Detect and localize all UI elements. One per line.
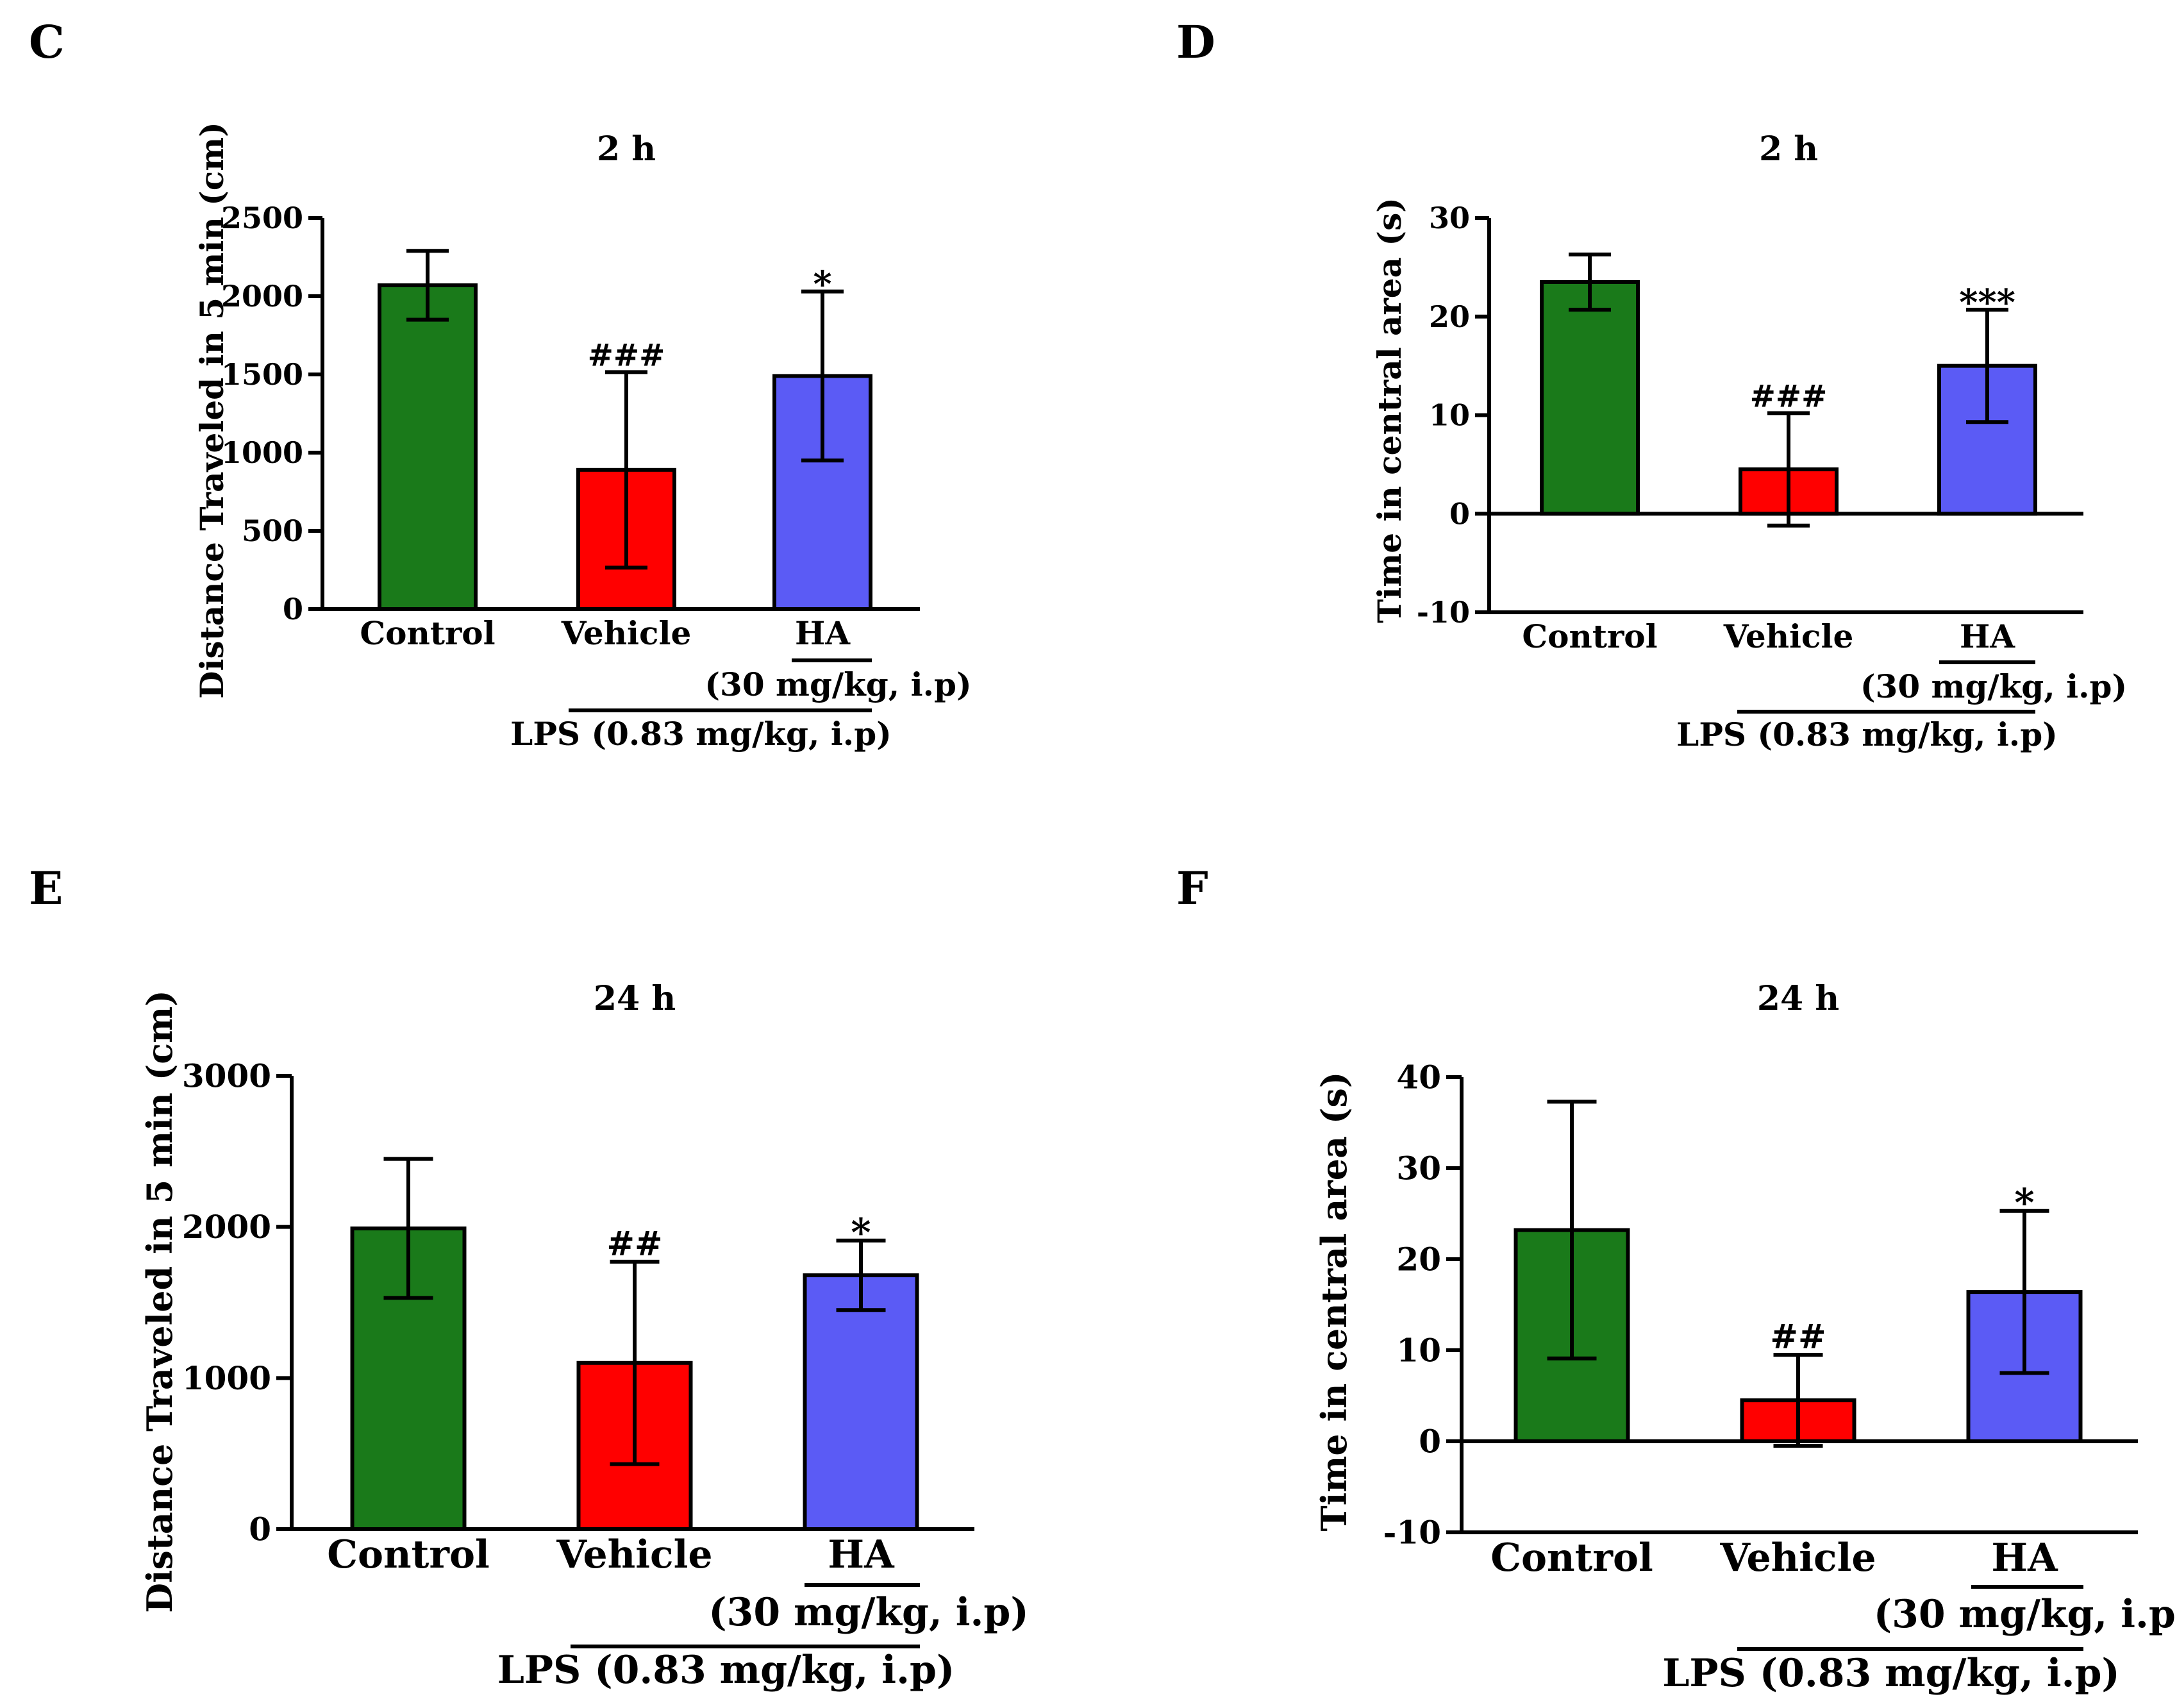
ha-dose-label: (30 mg/kg, i.p): [1874, 1592, 2177, 1637]
y-tick-label: 20: [1429, 299, 1470, 334]
category-label: Vehicle: [1723, 617, 1854, 655]
category-label: Vehicle: [561, 614, 692, 652]
category-label: Control: [360, 614, 495, 652]
ha-dose-label: (30 mg/kg, i.p): [705, 666, 971, 703]
y-tick-label: 2500: [221, 201, 303, 235]
panel-letter: E: [29, 862, 63, 915]
y-axis-label: Time in central area (s): [1314, 1072, 1355, 1532]
bar-ha: [803, 1273, 919, 1531]
y-tick-label: 1000: [182, 1359, 271, 1397]
lps-label: LPS (0.83 mg/kg, i.p): [1676, 716, 2058, 753]
y-tick-label: 0: [1419, 1423, 1441, 1461]
category-label: HA: [1991, 1536, 2058, 1580]
significance-label: ###: [1750, 378, 1828, 414]
y-tick-label: 2000: [221, 279, 303, 314]
y-tick-label: 10: [1429, 398, 1470, 433]
significance-label: ###: [588, 337, 665, 373]
category-label: Control: [1490, 1536, 1653, 1580]
lps-label: LPS (0.83 mg/kg, i.p): [1662, 1651, 2120, 1696]
chart-title: 2 h: [597, 130, 656, 169]
category-label: HA: [795, 614, 851, 652]
chart-title: 2 h: [1759, 130, 1818, 169]
bar-control: [1540, 280, 1640, 516]
y-axis-label: Distance Traveled in 5 min (cm): [193, 122, 231, 699]
y-tick-label: 40: [1396, 1059, 1441, 1096]
category-label: Vehicle: [1719, 1536, 1876, 1580]
significance-label: *: [851, 1210, 871, 1255]
y-tick-label: 500: [242, 514, 303, 548]
ha-dose-label: (30 mg/kg, i.p): [708, 1590, 1028, 1635]
y-tick-label: 0: [283, 592, 303, 626]
y-tick-label: 30: [1429, 201, 1470, 235]
significance-label: *: [813, 264, 831, 306]
panel-letter: C: [29, 15, 65, 69]
y-tick-label: -10: [1417, 595, 1470, 630]
category-label: Control: [327, 1532, 490, 1577]
category-label: HA: [828, 1532, 895, 1577]
y-tick-label: 30: [1396, 1150, 1441, 1187]
significance-label: ***: [1959, 281, 2015, 324]
category-label: HA: [1960, 617, 2015, 655]
y-tick-label: 0: [1449, 496, 1470, 531]
y-tick-label: 1500: [221, 357, 303, 392]
y-tick-label: 0: [249, 1511, 271, 1548]
category-label: Vehicle: [556, 1532, 712, 1577]
panel-letter: F: [1176, 862, 1208, 915]
panel-letter: D: [1176, 15, 1215, 69]
y-tick-label: 2000: [182, 1208, 271, 1246]
y-axis-label: Time in central area (s): [1371, 197, 1408, 623]
category-label: Control: [1522, 617, 1657, 655]
y-tick-label: 20: [1396, 1241, 1441, 1278]
lps-label: LPS (0.83 mg/kg, i.p): [510, 715, 892, 753]
y-tick-label: 3000: [182, 1057, 271, 1095]
y-tick-label: 1000: [221, 435, 303, 470]
chart-title: 24 h: [594, 979, 676, 1018]
panel-f: F 24 h -10 0 10 20 30 40 Time in central area (s…: [1176, 862, 2177, 1696]
significance-label: ##: [606, 1225, 662, 1264]
chart-title: 24 h: [1757, 979, 1839, 1018]
significance-label: *: [2014, 1181, 2034, 1226]
y-axis-label: Distance Traveled in 5 min (cm): [139, 990, 180, 1613]
bar-control: [378, 283, 478, 611]
ha-dose-label: (30 mg/kg, i.p): [1860, 667, 2127, 705]
significance-label: ##: [1770, 1318, 1826, 1357]
y-tick-label: 10: [1396, 1332, 1441, 1369]
panel-d: D 2 h -10 0 10 20 30 Time in central area (s) Co…: [1176, 15, 2127, 753]
y-tick-label: -10: [1383, 1514, 1441, 1552]
lps-label: LPS (0.83 mg/kg, i.p): [497, 1648, 955, 1693]
